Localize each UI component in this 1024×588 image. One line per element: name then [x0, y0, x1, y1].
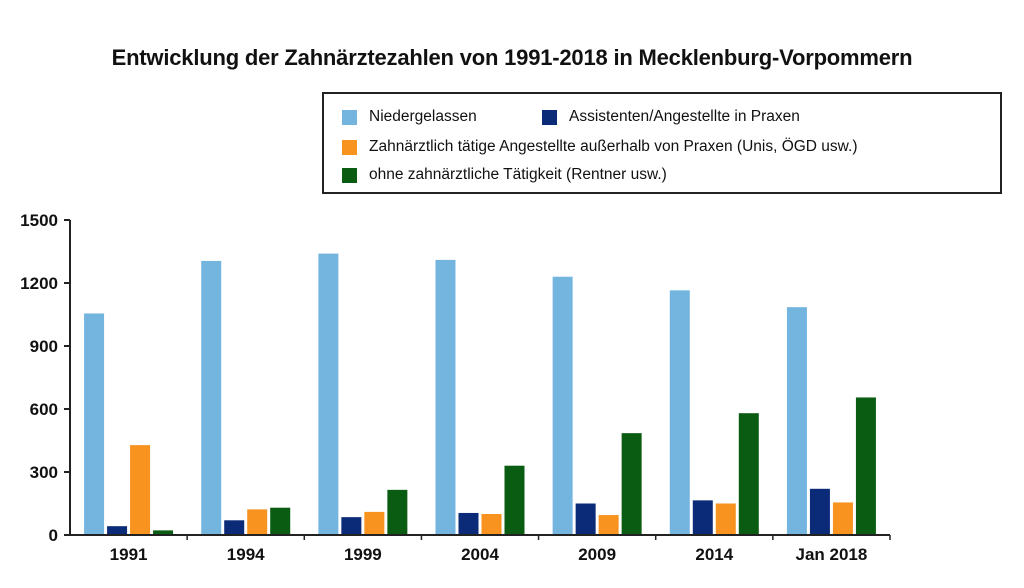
y-tick-label: 0 [49, 526, 58, 545]
bar [575, 503, 596, 535]
legend: Niedergelassen Assistenten/Angestellte i… [322, 92, 1002, 194]
bar [738, 413, 759, 535]
bar [481, 514, 502, 535]
chart-title: Entwicklung der Zahnärztezahlen von 1991… [111, 45, 913, 70]
y-tick-label: 600 [30, 400, 58, 419]
bar [387, 489, 408, 535]
bar [552, 276, 573, 535]
legend-item-niedergelassen: Niedergelassen [342, 104, 477, 130]
bar [341, 517, 362, 535]
legend-swatch-zahnaerztlich-taetige [342, 139, 357, 155]
x-tick-label: 1991 [110, 545, 148, 564]
y-tick-label: 1500 [20, 211, 58, 230]
legend-swatch-niedergelassen [342, 109, 357, 125]
legend-swatch-ohne-taetigkeit [342, 167, 357, 183]
bar [832, 502, 853, 535]
bar [692, 500, 713, 535]
bar [364, 511, 385, 535]
x-tick-label: 1999 [344, 545, 382, 564]
bar [786, 307, 807, 535]
legend-item-ohne-taetigkeit: ohne zahnärztliche Tätigkeit (Rentner us… [342, 162, 667, 188]
bar [247, 509, 268, 535]
bar [504, 465, 525, 535]
x-tick-label: 2004 [461, 545, 499, 564]
bar [621, 433, 642, 535]
bar [201, 260, 222, 535]
bar [224, 520, 245, 535]
y-tick-label: 1200 [20, 274, 58, 293]
legend-label-zahnaerztlich-taetige: Zahnärztlich tätige Angestellte außerhal… [369, 138, 858, 155]
legend-swatch-assistenten [542, 109, 557, 125]
x-tick-label: 2014 [695, 545, 733, 564]
legend-item-assistenten: Assistenten/Angestellte in Praxen [542, 104, 800, 130]
bar [130, 445, 151, 535]
bar [270, 507, 291, 535]
x-tick-label: 2009 [578, 545, 616, 564]
bar [855, 397, 876, 535]
bar [715, 503, 736, 535]
bar [458, 512, 479, 535]
legend-label-assistenten: Assistenten/Angestellte in Praxen [569, 108, 800, 125]
x-tick-label: Jan 2018 [796, 545, 868, 564]
bar [598, 515, 619, 535]
bar [84, 313, 105, 535]
bar [669, 290, 690, 535]
bar [153, 530, 174, 535]
bar [318, 253, 339, 535]
y-tick-label: 900 [30, 337, 58, 356]
legend-label-ohne-taetigkeit: ohne zahnärztliche Tätigkeit (Rentner us… [369, 166, 667, 183]
bar [107, 526, 128, 535]
x-tick-label: 1994 [227, 545, 265, 564]
legend-item-zahnaerztlich-taetige: Zahnärztlich tätige Angestellte außerhal… [342, 134, 858, 160]
bar [809, 488, 830, 535]
bar [435, 259, 456, 535]
legend-label-niedergelassen: Niedergelassen [369, 108, 477, 125]
y-tick-label: 300 [30, 463, 58, 482]
